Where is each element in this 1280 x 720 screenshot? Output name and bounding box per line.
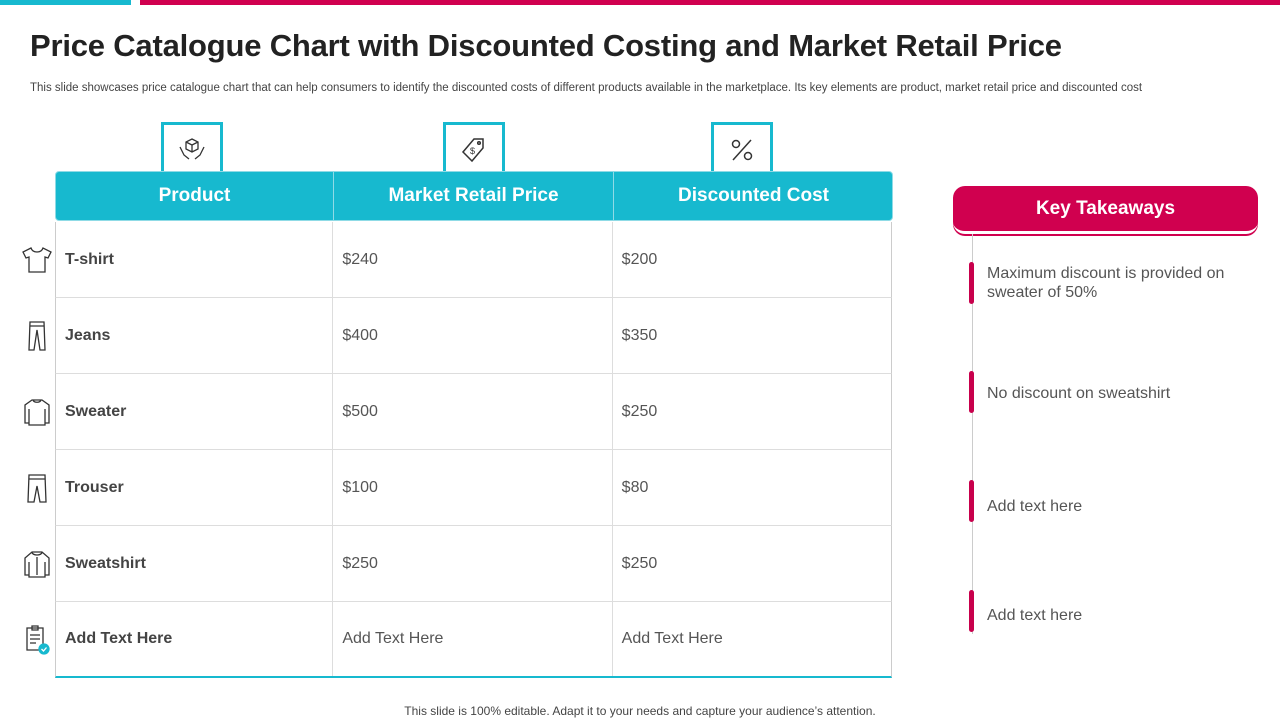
cell-product: T-shirt: [56, 222, 334, 297]
cell-discounted-cost: $250: [621, 402, 658, 420]
svg-text:$: $: [470, 146, 475, 156]
key-takeaways-title: Key Takeaways: [953, 186, 1258, 234]
takeaway-marker: [969, 262, 974, 304]
table-row: Jeans $400 $350: [55, 298, 892, 374]
page-subtitle: This slide showcases price catalogue cha…: [30, 82, 1143, 94]
cell-market-retail-price: $100: [333, 450, 613, 525]
footer-note: This slide is 100% editable. Adapt it to…: [404, 704, 876, 718]
product-icon-box: [161, 122, 223, 174]
page-title: Price Catalogue Chart with Discounted Co…: [30, 28, 1062, 63]
price-tag-icon-box: $: [443, 122, 505, 174]
header-market-retail-price: Market Retail Price: [334, 172, 614, 220]
table-row: Trouser $100 $80: [55, 450, 892, 526]
percent-icon-box: [711, 122, 773, 174]
top-accent-bar-pink: [140, 0, 1280, 5]
cell-product: Add Text Here: [56, 602, 334, 676]
cell-discounted-cost: $200: [621, 250, 658, 268]
tshirt-icon: [22, 247, 52, 273]
header-product: Product: [56, 172, 334, 220]
cell-market-retail-price: Add Text Here: [333, 602, 613, 676]
takeaway-marker: [969, 480, 974, 522]
takeaway-item: No discount on sweatshirt: [987, 385, 1171, 402]
cell-product: Trouser: [56, 450, 334, 525]
cell-discounted-cost: $250: [621, 554, 658, 572]
sweatshirt-icon: [24, 551, 50, 578]
takeaway-item: Add text here: [987, 607, 1083, 624]
cell-discounted-cost: Add Text Here: [621, 630, 723, 647]
table-row: Sweater $500 $250: [55, 374, 892, 450]
takeaway-marker: [969, 371, 974, 413]
trouser-icon: [27, 474, 47, 503]
takeaway-item: Add text here: [987, 498, 1083, 515]
table-row: Sweatshirt $250 $250: [55, 526, 892, 602]
top-accent-bar-cyan: [0, 0, 131, 5]
jeans-icon: [28, 321, 46, 351]
cell-market-retail-price: $500: [333, 374, 613, 449]
table-row: T-shirt $240 $200: [55, 222, 892, 298]
box-in-hands-icon: [179, 137, 205, 160]
takeaway-marker: [969, 590, 974, 632]
cell-product: Jeans: [56, 298, 334, 373]
cell-product: Sweater: [56, 374, 334, 449]
clipboard-check-icon: [26, 625, 50, 655]
cell-market-retail-price: $250: [333, 526, 613, 601]
cell-market-retail-price: $240: [333, 222, 613, 297]
table-header: Product Market Retail Price Discounted C…: [55, 171, 893, 221]
cell-market-retail-price: $400: [333, 298, 613, 373]
sweater-icon: [24, 399, 50, 426]
takeaways-timeline: [972, 234, 973, 634]
takeaway-item: Maximum discount is provided on sweater …: [987, 265, 1225, 301]
price-tag-icon: $: [461, 137, 484, 162]
cell-product: Sweatshirt: [56, 526, 334, 601]
table-row: Add Text Here Add Text Here Add Text Her…: [55, 602, 892, 678]
percent-icon: [731, 138, 753, 161]
header-discounted-cost: Discounted Cost: [678, 185, 829, 206]
cell-discounted-cost: $80: [621, 478, 649, 496]
cell-discounted-cost: $350: [621, 326, 658, 344]
